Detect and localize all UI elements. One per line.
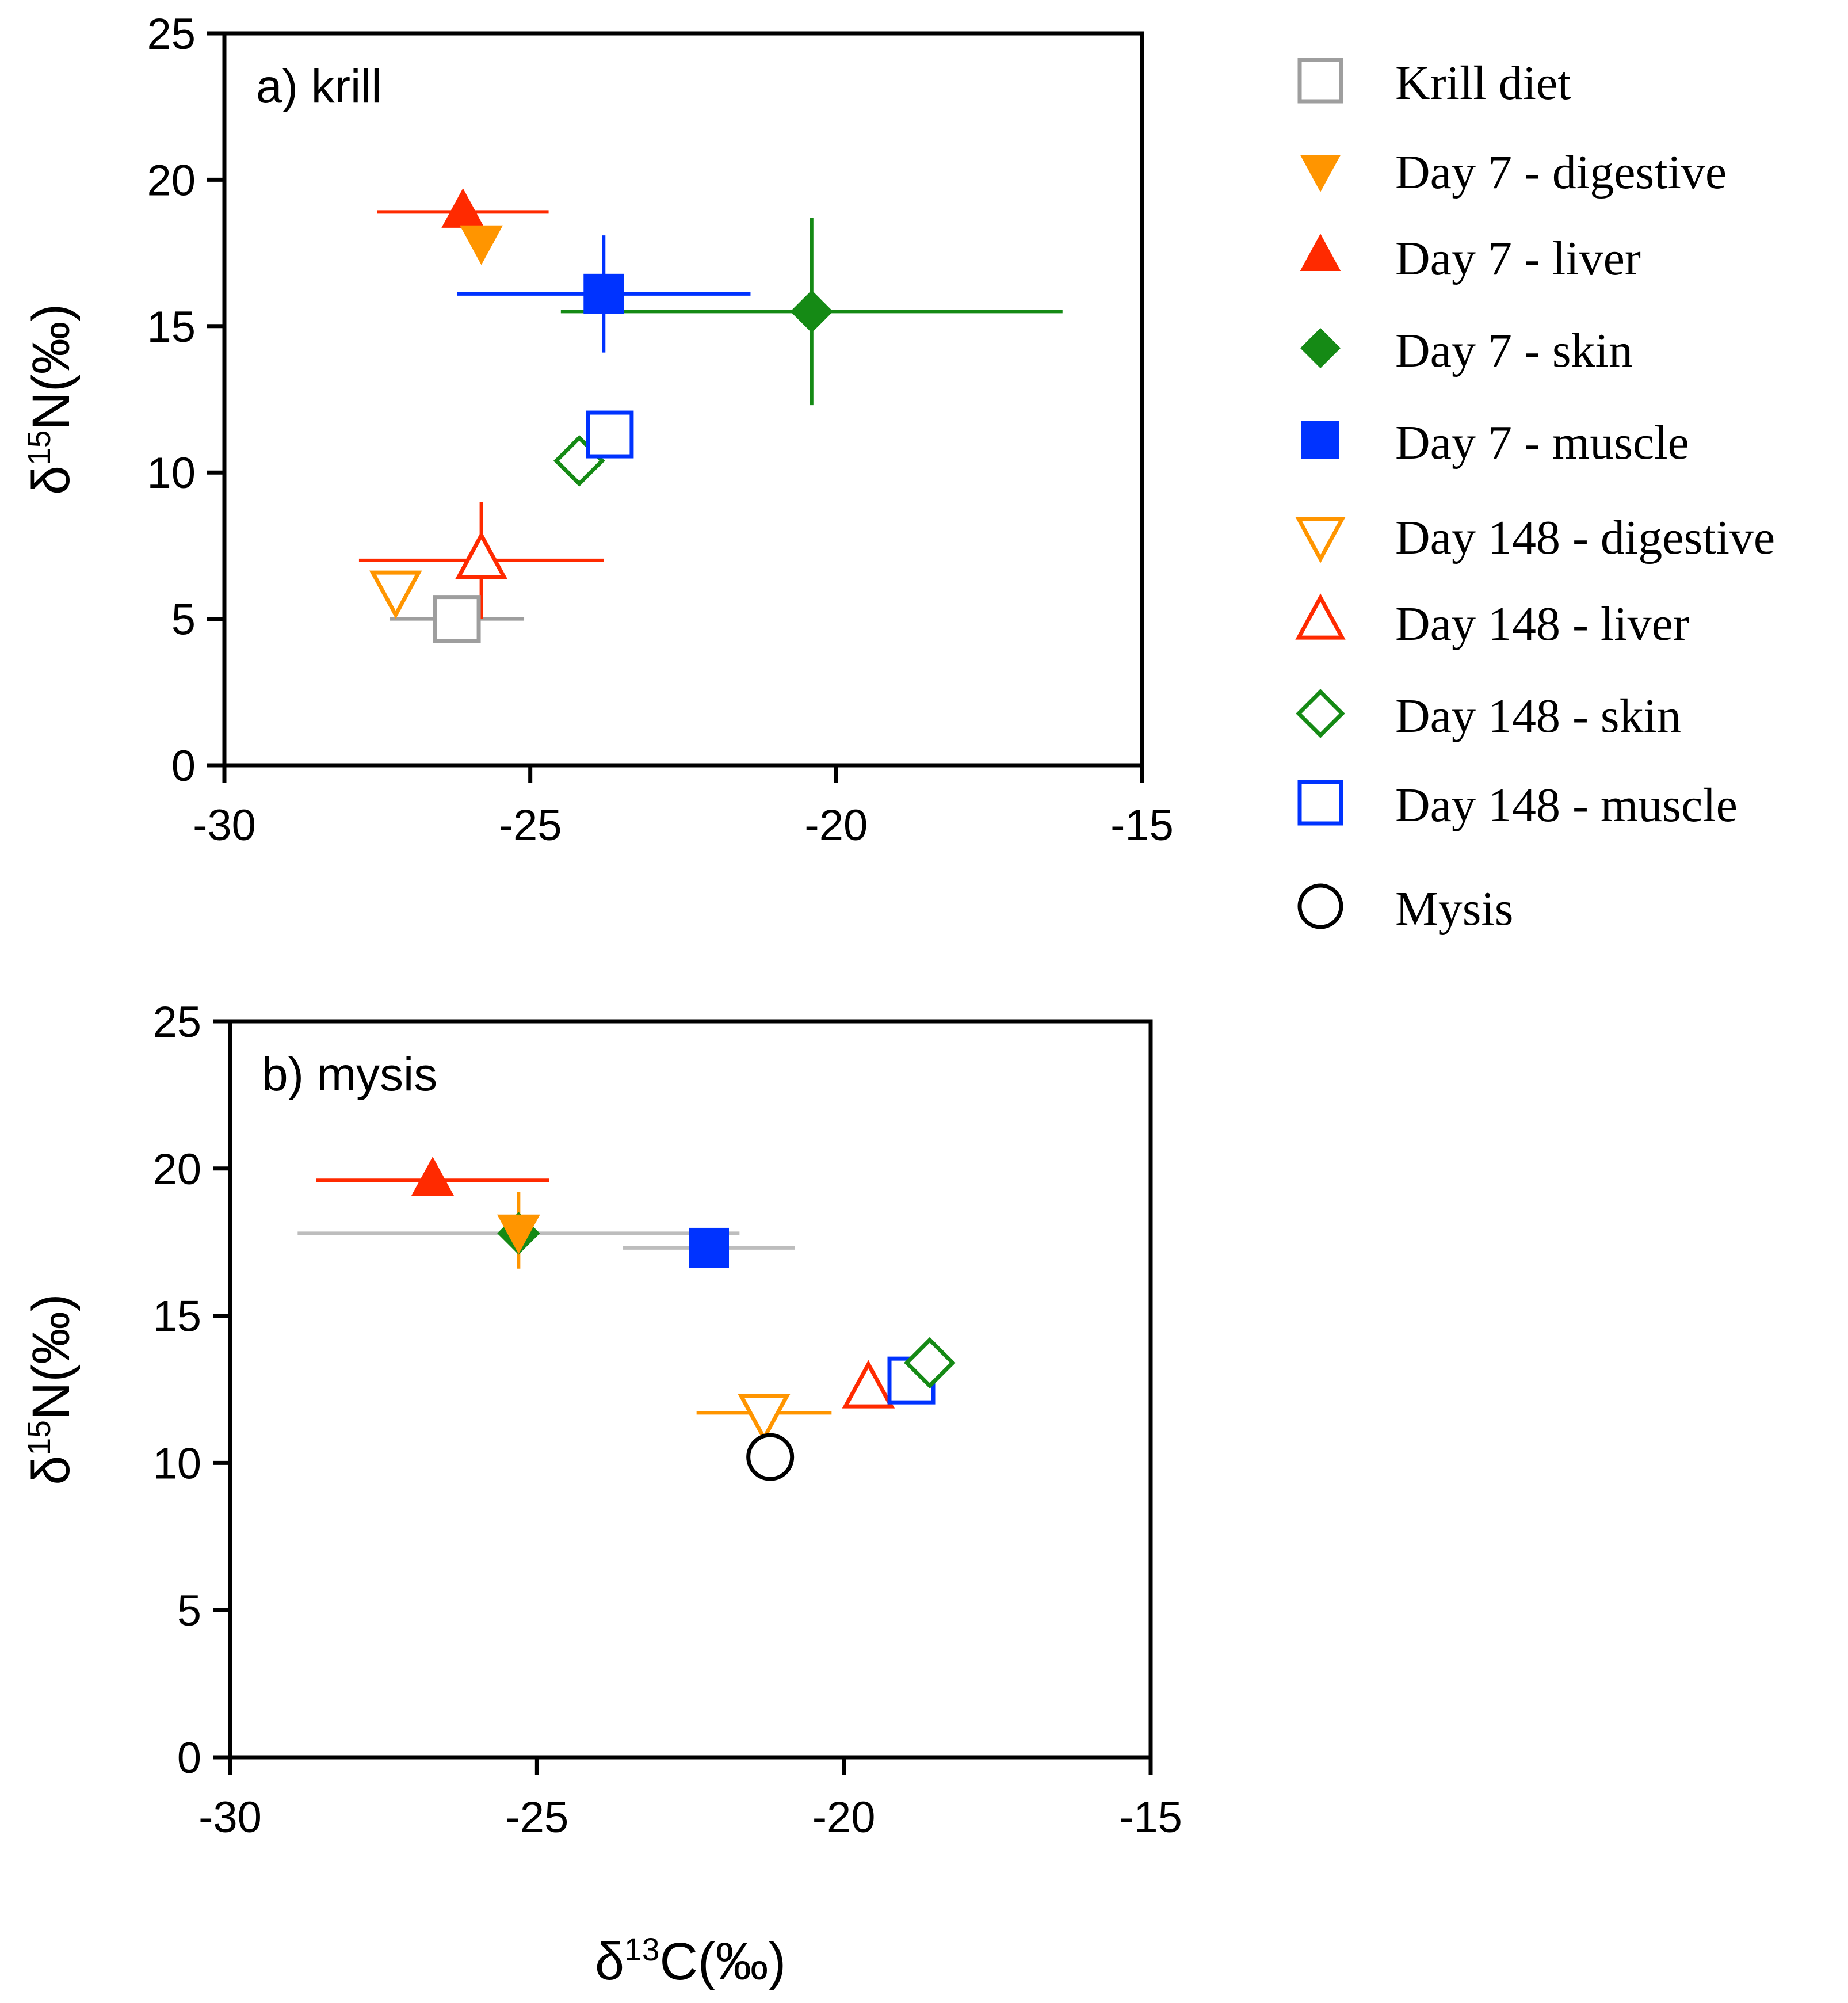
point-day-148-digestive <box>369 570 422 619</box>
legend-item-day-148-muscle: Day 148 - muscle <box>1297 779 1738 832</box>
y-tick-label: 0 <box>171 742 196 791</box>
point-day-148-skin <box>904 1337 956 1389</box>
point-day-7-muscle <box>689 1227 729 1268</box>
plot-frame <box>222 31 1144 768</box>
legend-label: Day 148 - muscle <box>1395 779 1738 832</box>
legend-marker-day-7-liver <box>1300 234 1341 271</box>
point-day-148-digestive <box>738 1394 791 1443</box>
legend-label: Day 148 - digestive <box>1395 511 1775 564</box>
x-tick-label: -30 <box>193 801 256 850</box>
legend-marker-krill-diet <box>1297 58 1343 104</box>
legend-item-day-7-skin: Day 7 - skin <box>1300 324 1633 377</box>
y-tick-label: 15 <box>147 303 196 352</box>
x-tick-label: -30 <box>198 1793 262 1842</box>
legend-marker-day-148-skin <box>1296 689 1345 738</box>
panel-title: b) mysis <box>262 1048 437 1101</box>
y-tick-label: 25 <box>152 998 201 1047</box>
legend-item-day-148-skin: Day 148 - skin <box>1296 689 1681 743</box>
legend: Krill diet Day 7 - digestive Day 7 - liver… <box>1295 56 1775 936</box>
legend-item-day-7-digestive: Day 7 - digestive <box>1300 146 1727 199</box>
point-day-7-liver <box>441 188 485 228</box>
y-tick-label: 25 <box>147 10 196 59</box>
panel-title: a) krill <box>256 60 382 113</box>
point-day-7-digestive <box>497 1214 540 1254</box>
point-day-7-skin <box>790 290 833 333</box>
y-tick-label: 0 <box>177 1734 201 1783</box>
point-day-148-liver <box>842 1360 895 1409</box>
legend-item-mysis: Mysis <box>1297 882 1513 936</box>
y-tick-label: 20 <box>152 1145 201 1194</box>
point-day-148-liver <box>455 531 508 579</box>
y-tick-label: 5 <box>171 596 196 644</box>
legend-label: Day 7 - liver <box>1395 232 1641 285</box>
point-day-7-digestive <box>460 225 503 265</box>
y-tick-label: 10 <box>147 449 196 498</box>
legend-label: Day 7 - digestive <box>1395 146 1727 199</box>
legend-item-krill-diet: Krill diet <box>1297 56 1571 110</box>
y-tick-label: 20 <box>147 156 196 205</box>
y-axis-label: δ15N(‰) <box>21 304 81 495</box>
point-day-7-liver <box>411 1157 455 1196</box>
legend-item-day-7-liver: Day 7 - liver <box>1300 232 1641 285</box>
y-tick-label: 15 <box>152 1292 201 1341</box>
panel-mysis: -30 -25 -20 -15 0 5 10 15 20 25 b) mysis δ15N(‰) δ13… <box>21 998 1182 1991</box>
legend-label: Day 7 - muscle <box>1395 416 1689 470</box>
legend-marker-mysis <box>1297 883 1343 929</box>
point-krill-diet <box>433 595 481 643</box>
y-tick-label: 5 <box>177 1586 201 1635</box>
y-axis-label: δ15N(‰) <box>21 1294 81 1485</box>
y-tick-label: 10 <box>152 1439 201 1488</box>
legend-label: Krill diet <box>1395 56 1571 110</box>
legend-item-day-148-liver: Day 148 - liver <box>1295 593 1689 651</box>
x-tick-label: -15 <box>1119 1793 1182 1842</box>
legend-marker-day-148-muscle <box>1297 780 1343 826</box>
panel-krill: -30 -25 -20 -15 0 5 10 15 20 25 a) krill δ15N(‰) <box>21 10 1174 850</box>
x-tick-label: -25 <box>499 801 562 850</box>
legend-marker-day-148-liver <box>1295 593 1346 640</box>
x-tick-label: -20 <box>812 1793 876 1842</box>
legend-label: Mysis <box>1395 882 1513 936</box>
x-tick-label: -15 <box>1110 801 1174 850</box>
legend-marker-day-7-muscle <box>1301 421 1339 459</box>
legend-item-day-7-muscle: Day 7 - muscle <box>1301 416 1689 470</box>
x-axis-label: δ13C(‰) <box>595 1932 786 1991</box>
x-tick-label: -25 <box>505 1793 568 1842</box>
legend-marker-day-7-digestive <box>1300 155 1341 192</box>
legend-label: Day 148 - liver <box>1395 597 1689 651</box>
point-day-148-muscle <box>586 410 634 459</box>
point-mysis <box>746 1433 795 1481</box>
point-day-7-muscle <box>583 273 624 314</box>
legend-label: Day 148 - skin <box>1395 689 1681 743</box>
legend-marker-day-148-digestive <box>1295 517 1346 563</box>
legend-label: Day 7 - skin <box>1395 324 1633 377</box>
x-tick-label: -20 <box>804 801 868 850</box>
legend-marker-day-7-skin <box>1300 327 1341 369</box>
plot-frame <box>228 1019 1153 1760</box>
legend-item-day-148-digestive: Day 148 - digestive <box>1295 511 1775 564</box>
